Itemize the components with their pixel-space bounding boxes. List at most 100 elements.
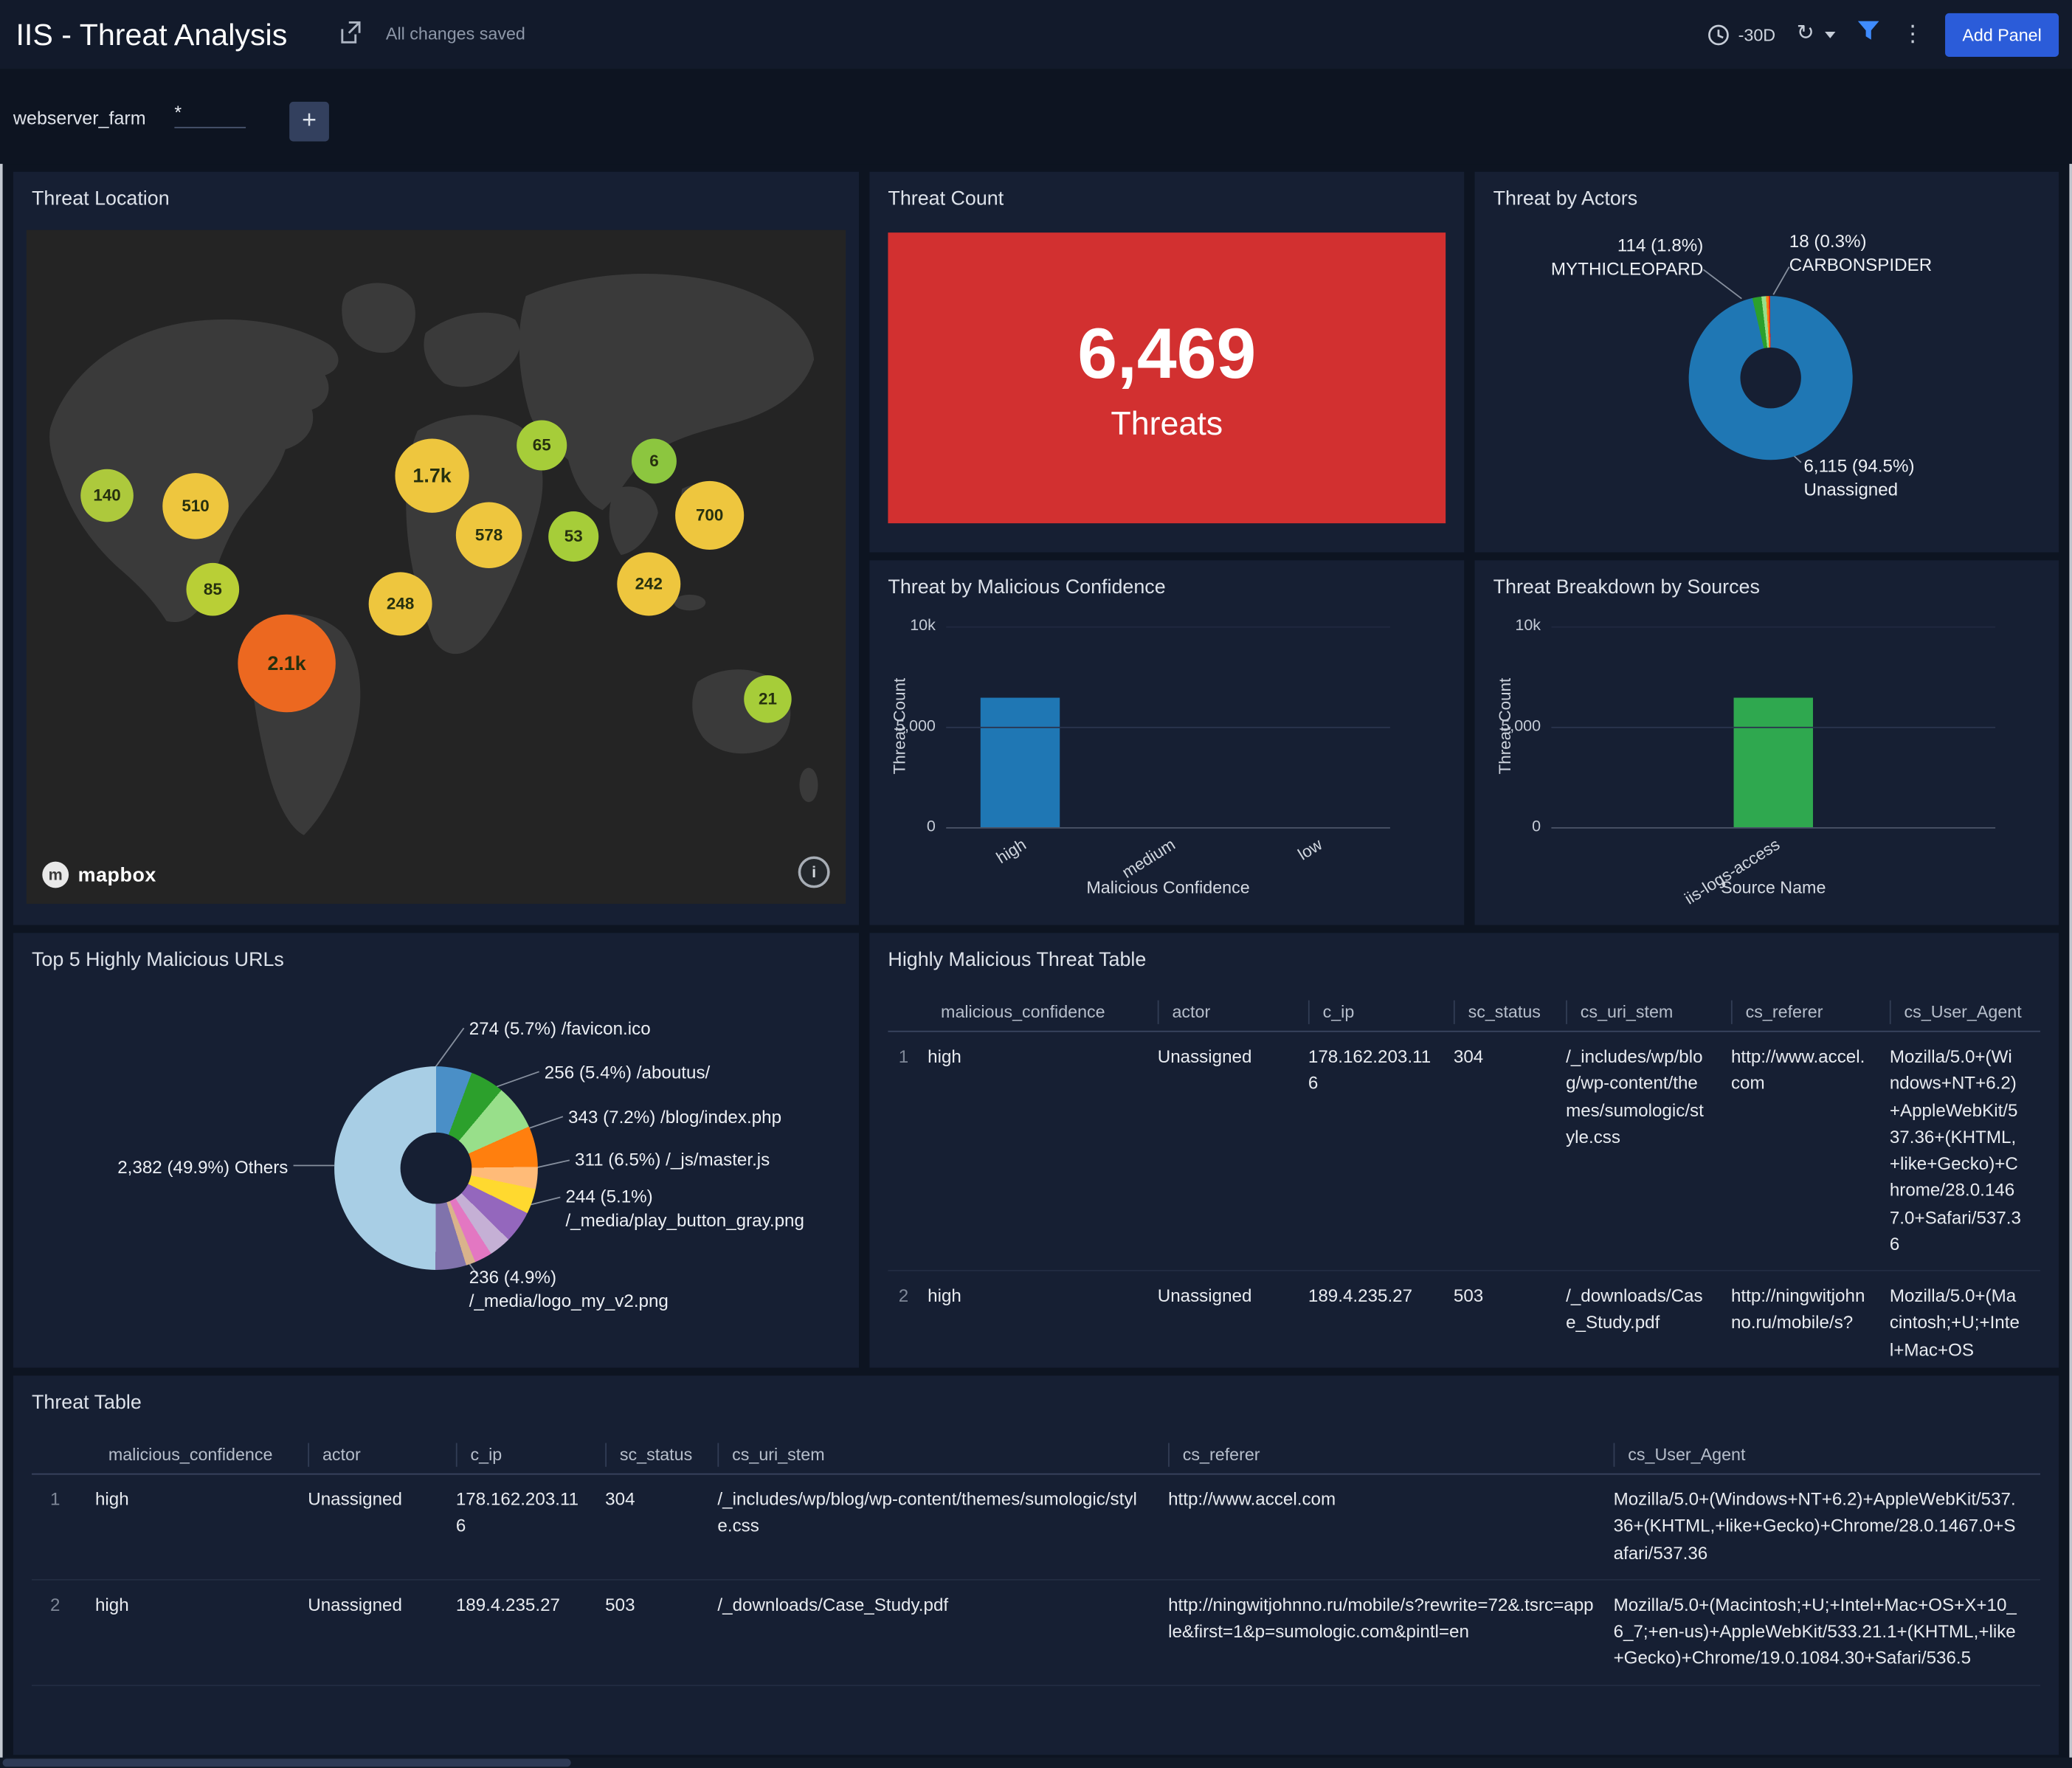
column-header-cs_referer[interactable]: cs_referer: [1168, 1443, 1613, 1467]
cell-cs_uri_stem: /_includes/wp/blog/wp-content/themes/sum…: [1566, 1046, 1704, 1147]
cell-malicious_confidence: high: [928, 1046, 961, 1067]
table-row[interactable]: 1 high Unassigned 178.162.203.116 304/_inclu…: [31, 1475, 2040, 1581]
cell-sc_status: 503: [1453, 1285, 1484, 1306]
map-bubble[interactable]: 248: [368, 572, 432, 636]
map-bubble[interactable]: 700: [675, 480, 745, 550]
panel-threat-location: Threat Location 140 510 85 1: [13, 171, 860, 925]
map-bubble[interactable]: 140: [80, 469, 134, 522]
column-header-cs_User_Agent[interactable]: cs_User_Agent: [1889, 1000, 2040, 1024]
cell-actor: Unassigned: [308, 1489, 402, 1510]
column-header-c_ip[interactable]: c_ip: [455, 1443, 605, 1467]
table-row[interactable]: 2 high Unassigned 189.4.235.27 503/_download…: [31, 1580, 2040, 1686]
donut-hole: [400, 1132, 472, 1204]
horizontal-scrollbar[interactable]: [0, 1757, 2072, 1768]
urls-donut-chart[interactable]: [334, 1066, 538, 1270]
y-tick: 10k: [1515, 615, 1541, 635]
x-axis-label: Source Name: [1721, 877, 1826, 897]
cell-cs_referer: http://ningwitjohnno.ru/mobile/s?: [1730, 1285, 1865, 1333]
map-bubble[interactable]: 2.1k: [238, 614, 336, 713]
table-row[interactable]: 2 high Unassigned 189.4.235.27 503/_download…: [888, 1271, 2040, 1368]
panel-threat-by-malicious-confidence: Threat by Malicious Confidence Threat Co…: [869, 560, 1465, 925]
cell-actor: Unassigned: [1157, 1285, 1252, 1306]
sources-bar[interactable]: [1733, 697, 1813, 828]
callout-mythicleopard: 114 (1.8%) MYTHICLEOPARD: [1550, 235, 1704, 279]
filter-bar: webserver_farm * +: [0, 69, 2072, 165]
dashboard-title: IIS - Threat Analysis: [15, 17, 288, 52]
filter-name-label: webserver_farm: [13, 107, 146, 128]
bubble-layer: 140 510 85 1.7k 65 578 53 6 700 242 248 2.1k 21: [27, 230, 846, 904]
column-header-sc_status[interactable]: sc_status: [605, 1443, 717, 1467]
add-filter-button[interactable]: +: [289, 101, 329, 142]
cell-c_ip: 178.162.203.116: [455, 1489, 579, 1536]
table-row[interactable]: 1 high Unassigned 178.162.203.116 304/_inclu…: [888, 1032, 2040, 1271]
cell-sc_status: 304: [605, 1489, 635, 1510]
column-header-cs_uri_stem[interactable]: cs_uri_stem: [717, 1443, 1168, 1467]
refresh-icon[interactable]: ↻: [1796, 22, 1814, 45]
table-body: 1 high Unassigned 178.162.203.116 304/_inclu…: [888, 1032, 2040, 1368]
callout-master: 311 (6.5%) /_js/master.js: [574, 1149, 770, 1170]
save-status: All changes saved: [385, 24, 525, 44]
column-header-malicious_confidence[interactable]: malicious_confidence: [941, 1001, 1105, 1022]
panel-title: Threat Table: [31, 1391, 142, 1415]
cell-actor: Unassigned: [308, 1595, 402, 1615]
y-tick: 5,000: [1501, 716, 1541, 735]
map-bubble[interactable]: 65: [517, 420, 567, 471]
column-header-malicious_confidence[interactable]: malicious_confidence: [108, 1444, 273, 1465]
column-header-c_ip[interactable]: c_ip: [1308, 1000, 1454, 1024]
map-bubble[interactable]: 242: [617, 552, 681, 616]
threat-count-value: 6,469: [1077, 314, 1257, 393]
panel-title: Threat Breakdown by Sources: [1493, 576, 1760, 599]
panel-threat-breakdown-by-sources: Threat Breakdown by Sources Threat Count…: [1474, 560, 2059, 925]
column-header-cs_referer[interactable]: cs_referer: [1730, 1000, 1890, 1024]
column-header-cs_uri_stem[interactable]: cs_uri_stem: [1566, 1000, 1731, 1024]
y-tick: 0: [926, 816, 936, 835]
time-range-value[interactable]: -30D: [1738, 24, 1776, 44]
y-tick: 5,000: [896, 716, 936, 735]
threat-count-unit: Threats: [1111, 404, 1223, 443]
panel-title: Threat Location: [31, 187, 170, 210]
filter-icon[interactable]: [1857, 20, 1880, 49]
cell-c_ip: 189.4.235.27: [1308, 1285, 1413, 1306]
world-map[interactable]: 140 510 85 1.7k 65 578 53 6 700 242 248 2.1k 21 m ma…: [26, 229, 846, 904]
y-tick: 0: [1532, 816, 1541, 835]
map-bubble[interactable]: 510: [162, 473, 229, 539]
column-header-actor[interactable]: actor: [308, 1443, 456, 1467]
mapbox-logo[interactable]: m mapbox: [42, 861, 156, 888]
map-bubble[interactable]: 85: [186, 562, 240, 616]
map-info-icon[interactable]: i: [798, 856, 830, 888]
panel-threat-by-actors: Threat by Actors 114 (1.8%) MYTHICLEOPAR…: [1474, 171, 2059, 553]
map-bubble[interactable]: 6: [632, 438, 677, 484]
x-axis-label: Malicious Confidence: [1086, 877, 1250, 897]
confidence-high-bar[interactable]: [980, 697, 1060, 828]
scrollbar-thumb[interactable]: [2, 1758, 571, 1767]
callout-carbonspider: 18 (0.3%) CARBONSPIDER: [1789, 231, 1933, 274]
cell-cs_referer: http://www.accel.com: [1730, 1046, 1865, 1094]
callout-play-button: 244 (5.1%) /_media/play_button_gray.png: [565, 1187, 804, 1230]
threat-count-tile[interactable]: 6,469 Threats: [888, 232, 1446, 524]
cell-cs_User_Agent: Mozilla/5.0+(Windows+NT+6.2)+AppleWebKit…: [1613, 1489, 2016, 1563]
cell-malicious_confidence: high: [928, 1285, 961, 1306]
callout-aboutus: 256 (5.4%) /aboutus/: [544, 1062, 711, 1082]
actors-donut-chart[interactable]: [1688, 296, 1853, 460]
cell-cs_User_Agent: Mozilla/5.0+(Windows+NT+6.2)+AppleWebKit…: [1889, 1046, 2021, 1254]
time-range-control[interactable]: -30D: [1707, 23, 1775, 45]
column-header-sc_status[interactable]: sc_status: [1453, 1000, 1566, 1024]
header-actions: -30D ↻ ⋮ Add Panel: [1707, 0, 2059, 69]
add-panel-button[interactable]: Add Panel: [1945, 13, 2059, 57]
cell-cs_uri_stem: /_downloads/Case_Study.pdf: [717, 1595, 949, 1615]
y-tick: 10k: [910, 615, 936, 635]
panel-title: Threat by Actors: [1493, 187, 1638, 210]
map-bubble[interactable]: 53: [548, 511, 599, 562]
column-header-actor[interactable]: actor: [1157, 1000, 1308, 1024]
chevron-down-icon[interactable]: [1825, 31, 1836, 38]
clock-icon: [1708, 24, 1730, 45]
kebab-menu-icon[interactable]: ⋮: [1901, 21, 1924, 46]
share-icon[interactable]: [338, 21, 363, 53]
filter-value-input[interactable]: *: [174, 102, 246, 128]
map-bubble[interactable]: 21: [744, 675, 792, 723]
column-header-cs_User_Agent[interactable]: cs_User_Agent: [1613, 1443, 2040, 1467]
panel-title: Threat Count: [888, 187, 1004, 210]
map-bubble[interactable]: 578: [455, 502, 522, 569]
map-bubble[interactable]: 1.7k: [395, 438, 469, 513]
